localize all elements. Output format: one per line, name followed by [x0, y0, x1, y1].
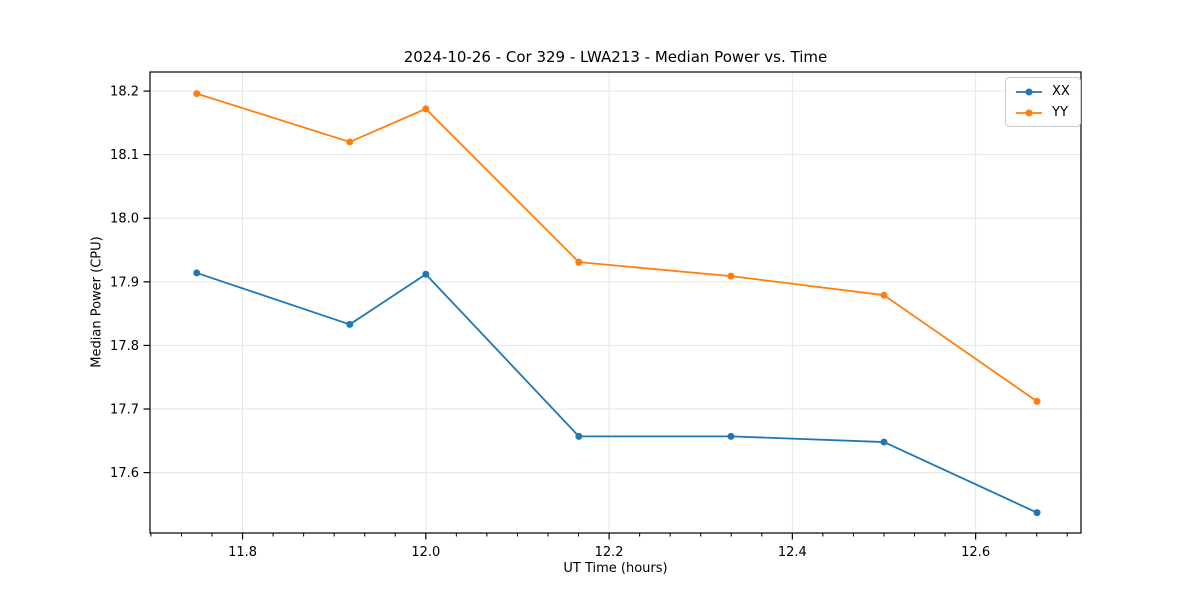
- data-point-marker-xx: [193, 269, 201, 277]
- x-tick-label: 12.6: [961, 545, 990, 560]
- x-tick-label: 12.0: [411, 545, 440, 560]
- legend: XX YY: [1005, 77, 1081, 127]
- legend-item-label: YY: [1052, 105, 1068, 120]
- y-tick-label: 17.9: [110, 275, 139, 290]
- legend-item-label: XX: [1052, 84, 1070, 99]
- y-tick-label: 17.8: [110, 339, 139, 354]
- data-point-marker-xx: [1033, 509, 1041, 517]
- data-point-marker-yy: [1033, 397, 1041, 405]
- series-line-yy: [195, 92, 1038, 403]
- data-point-marker-xx: [422, 270, 430, 278]
- y-tick-label: 18.1: [110, 148, 139, 163]
- y-tick-label: 17.6: [110, 466, 139, 481]
- x-tick-label: 12.2: [595, 545, 624, 560]
- data-point-marker-yy: [346, 138, 354, 146]
- y-axis-label: Median Power (CPU): [89, 236, 105, 368]
- y-tick-label: 18.0: [110, 212, 139, 227]
- legend-item-xx: XX: [1014, 83, 1070, 100]
- chart-title: 2024-10-26 - Cor 329 - LWA213 - Median P…: [403, 48, 828, 66]
- legend-sample-line-icon: [1016, 109, 1042, 116]
- legend-item-yy: YY: [1014, 104, 1070, 121]
- series-line-xx: [195, 272, 1038, 514]
- data-point-marker-xx: [575, 432, 583, 440]
- x-tick-label: 12.4: [778, 545, 807, 560]
- data-point-marker-xx: [880, 438, 888, 446]
- y-tick-label: 17.7: [110, 403, 139, 418]
- x-tick-label: 11.8: [228, 545, 257, 560]
- y-tick-label: 18.2: [110, 85, 139, 100]
- axes-spines: [149, 71, 1082, 534]
- data-point-marker-yy: [727, 272, 735, 280]
- data-point-marker-xx: [727, 432, 735, 440]
- data-point-marker-yy: [193, 90, 201, 98]
- x-axis-label: UT Time (hours): [563, 561, 668, 576]
- legend-sample-line-icon: [1016, 88, 1042, 95]
- data-point-marker-yy: [880, 291, 888, 299]
- data-point-marker-yy: [422, 105, 430, 113]
- data-point-marker-xx: [346, 320, 354, 328]
- data-point-marker-yy: [575, 258, 583, 266]
